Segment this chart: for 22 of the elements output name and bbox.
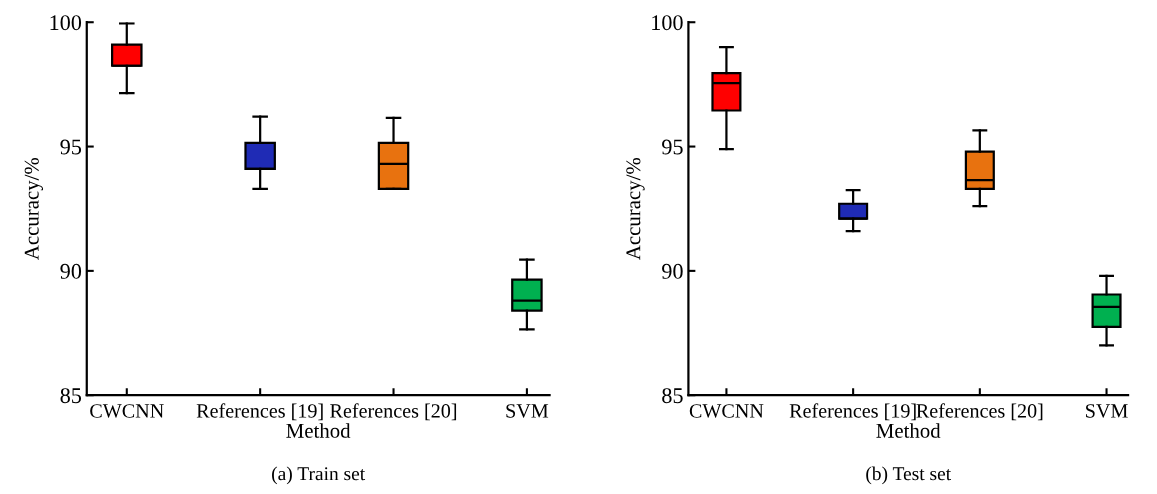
y-tick-label: 85 <box>662 388 683 404</box>
x-tick-label: SVM <box>506 404 549 418</box>
x-tick-label: References [20] <box>330 403 457 421</box>
x-tick-label: CWCNN <box>689 404 764 418</box>
y-axis-title: Accuracy/% <box>626 157 645 260</box>
x-tick-label: References [19] <box>196 403 323 421</box>
x-axis-title: Method <box>876 423 941 438</box>
x-axis-title: Method <box>286 423 351 438</box>
x-tick-label: References [19] <box>789 403 916 421</box>
x-tick-label: CWCNN <box>90 404 164 418</box>
y-tick-label: 100 <box>652 15 683 31</box>
y-tick-label: 85 <box>60 388 82 404</box>
y-tick-label: 90 <box>60 263 82 279</box>
text: (b) Test set <box>866 466 952 485</box>
y-axis-title: Accuracy/% <box>24 157 44 260</box>
y-tick-label: 90 <box>662 263 683 279</box>
x-tick-label: SVM <box>1086 404 1128 418</box>
y-tick-label: 100 <box>50 15 82 31</box>
x-tick-label: References [20] <box>916 403 1043 421</box>
y-tick-label: 95 <box>60 139 82 155</box>
text: (a) Train set <box>272 466 366 485</box>
y-tick-label: 95 <box>662 139 683 155</box>
